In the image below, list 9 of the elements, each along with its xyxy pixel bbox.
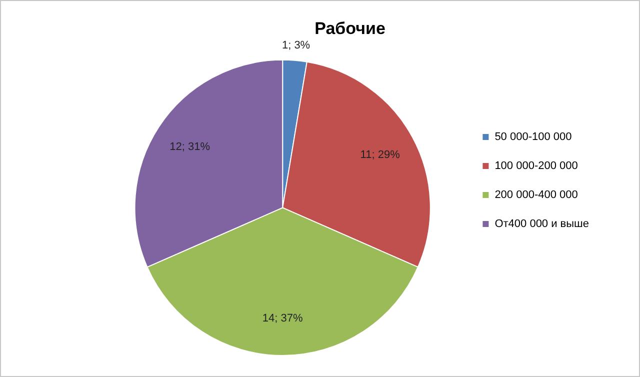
data-label: 14; 37% <box>262 312 303 325</box>
legend-label: От400 000 и выше <box>494 218 590 230</box>
chart-title: Рабочие <box>314 18 386 38</box>
legend-label: 50 000-100 000 <box>494 131 572 144</box>
legend-label: 200 000-400 000 <box>494 189 578 202</box>
data-label: 12; 31% <box>170 141 210 154</box>
legend-label: 100 000-200 000 <box>494 160 578 172</box>
data-label: 1; 3% <box>282 40 310 52</box>
data-label: 11; 29% <box>360 148 400 161</box>
